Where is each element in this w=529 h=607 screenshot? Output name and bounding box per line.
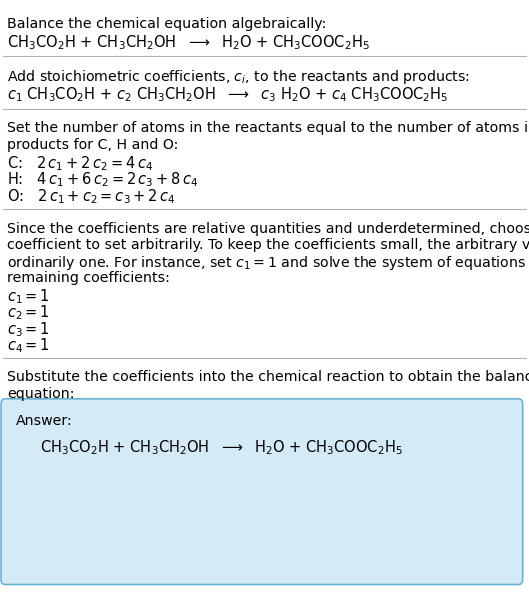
Text: $c_2 = 1$: $c_2 = 1$ — [7, 304, 50, 322]
Text: $c_1$ CH$_3$CO$_2$H + $c_2$ CH$_3$CH$_2$OH  $\longrightarrow$  $c_3$ H$_2$O + $c: $c_1$ CH$_3$CO$_2$H + $c_2$ CH$_3$CH$_2$… — [7, 85, 449, 104]
Text: C:   $2\,c_1 + 2\,c_2 = 4\,c_4$: C: $2\,c_1 + 2\,c_2 = 4\,c_4$ — [7, 154, 153, 173]
FancyBboxPatch shape — [1, 399, 523, 585]
Text: Since the coefficients are relative quantities and underdetermined, choose a: Since the coefficients are relative quan… — [7, 222, 529, 236]
Text: products for C, H and O:: products for C, H and O: — [7, 138, 178, 152]
Text: H:   $4\,c_1 + 6\,c_2 = 2\,c_3 + 8\,c_4$: H: $4\,c_1 + 6\,c_2 = 2\,c_3 + 8\,c_4$ — [7, 171, 198, 189]
Text: $c_3 = 1$: $c_3 = 1$ — [7, 320, 50, 339]
Text: CH$_3$CO$_2$H + CH$_3$CH$_2$OH  $\longrightarrow$  H$_2$O + CH$_3$COOC$_2$H$_5$: CH$_3$CO$_2$H + CH$_3$CH$_2$OH $\longrig… — [40, 438, 403, 457]
Text: coefficient to set arbitrarily. To keep the coefficients small, the arbitrary va: coefficient to set arbitrarily. To keep … — [7, 238, 529, 252]
Text: Set the number of atoms in the reactants equal to the number of atoms in the: Set the number of atoms in the reactants… — [7, 121, 529, 135]
Text: Add stoichiometric coefficients, $c_i$, to the reactants and products:: Add stoichiometric coefficients, $c_i$, … — [7, 68, 470, 86]
Text: remaining coefficients:: remaining coefficients: — [7, 271, 170, 285]
Text: $c_4 = 1$: $c_4 = 1$ — [7, 336, 50, 355]
Text: $c_1 = 1$: $c_1 = 1$ — [7, 287, 50, 306]
Text: ordinarily one. For instance, set $c_1 = 1$ and solve the system of equations fo: ordinarily one. For instance, set $c_1 =… — [7, 254, 529, 273]
Text: Substitute the coefficients into the chemical reaction to obtain the balanced: Substitute the coefficients into the che… — [7, 370, 529, 384]
Text: O:   $2\,c_1 + c_2 = c_3 + 2\,c_4$: O: $2\,c_1 + c_2 = c_3 + 2\,c_4$ — [7, 187, 176, 206]
Text: Balance the chemical equation algebraically:: Balance the chemical equation algebraica… — [7, 17, 326, 31]
Text: equation:: equation: — [7, 387, 75, 401]
Text: Answer:: Answer: — [16, 414, 72, 428]
Text: CH$_3$CO$_2$H + CH$_3$CH$_2$OH  $\longrightarrow$  H$_2$O + CH$_3$COOC$_2$H$_5$: CH$_3$CO$_2$H + CH$_3$CH$_2$OH $\longrig… — [7, 33, 370, 52]
